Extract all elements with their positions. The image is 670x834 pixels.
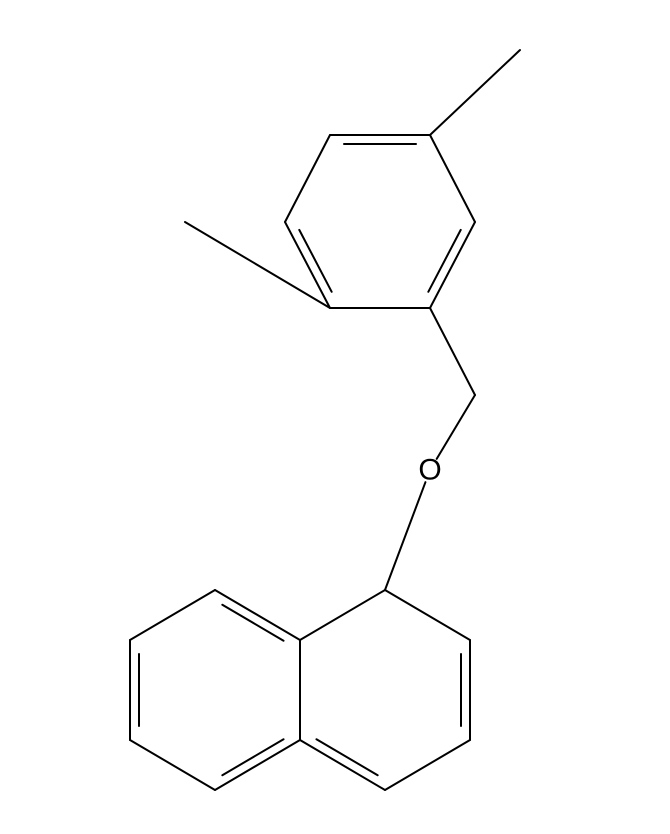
chemical-structure-svg: O <box>0 0 670 834</box>
atom-label-o: O <box>418 454 441 487</box>
